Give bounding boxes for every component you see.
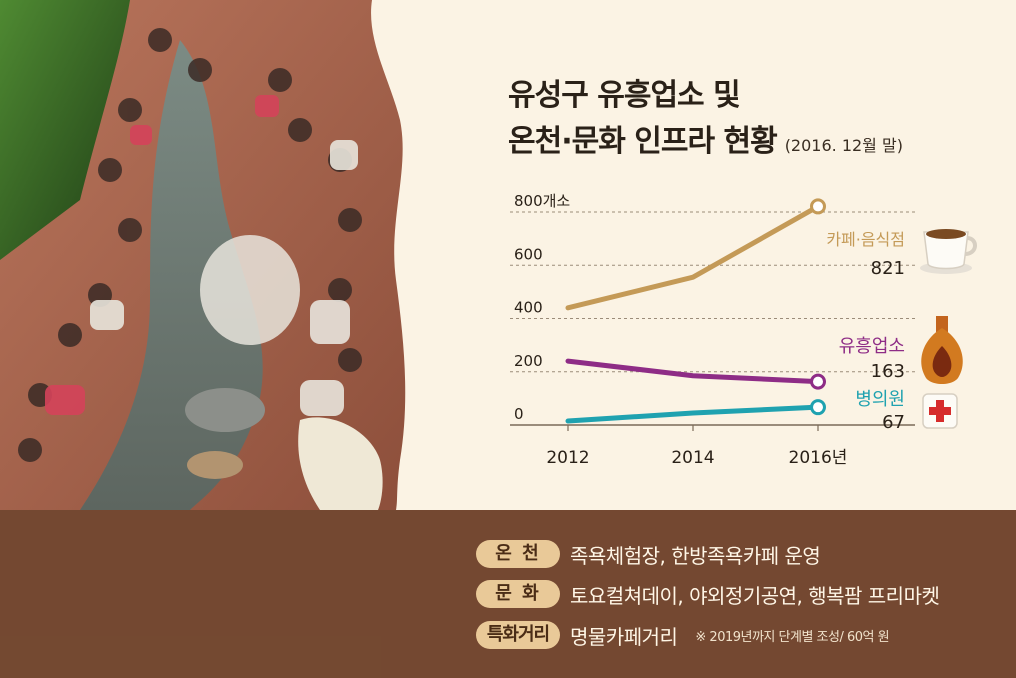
info-badge: 문 화	[476, 580, 560, 608]
date-note: (2016. 12월 말)	[784, 136, 903, 155]
series-end-point	[810, 373, 826, 390]
coffee-cup-icon	[920, 229, 977, 274]
y-tick-label: 600	[514, 245, 543, 263]
chart-grid	[510, 211, 915, 426]
series-line	[565, 404, 821, 424]
series-end-point	[810, 399, 826, 416]
y-axis-ticks: 0 200 400 600 800개소	[514, 192, 570, 423]
x-axis-ticks: 2012 2014 2016년	[546, 425, 847, 468]
y-tick-label: 0	[514, 405, 524, 423]
x-tick-label: 2012	[546, 448, 589, 468]
series-lines	[565, 198, 826, 424]
info-row-special-street: 특화거리 명물카페거리 ※ 2019년까지 단계별 조성/ 60억 원	[476, 620, 890, 650]
x-tick-label: 2014	[671, 448, 714, 468]
chart-title-text: 온천·문화 인프라 현황	[508, 124, 778, 159]
chart-title-line1: 유성구 유흥업소 및	[508, 78, 741, 113]
y-tick-label: 200	[514, 352, 543, 370]
x-tick-label: 2016년	[789, 448, 848, 468]
series-value-label: 163	[871, 361, 905, 382]
series-value-label: 67	[882, 412, 905, 433]
series-name-label: 카페·음식점	[826, 230, 905, 249]
series-value-label: 821	[871, 258, 905, 279]
series-line	[565, 358, 821, 385]
y-tick-label: 800개소	[514, 192, 570, 210]
info-row-hot-spring: 온 천 족욕체험장, 한방족욕카페 운영	[476, 539, 821, 569]
info-note: ※ 2019년까지 단계별 조성/ 60억 원	[695, 629, 890, 645]
y-tick-label: 400	[514, 299, 543, 317]
info-badge: 특화거리	[476, 621, 560, 649]
series-line	[565, 203, 821, 311]
chart-title-line2: 온천·문화 인프라 현황 (2016. 12월 말)	[508, 116, 903, 160]
info-row-culture: 문 화 토요컬쳐데이, 야외정기공연, 행복팜 프리마켓	[476, 579, 940, 609]
info-text: 족욕체험장, 한방족욕카페 운영	[570, 543, 821, 568]
info-badge: 온 천	[476, 540, 560, 568]
series-name-label: 병의원	[855, 389, 905, 410]
first-aid-cross-icon	[922, 393, 958, 429]
info-text: 토요컬쳐데이, 야외정기공연, 행복팜 프리마켓	[570, 583, 940, 608]
info-text: 명물카페거리	[570, 624, 678, 649]
liquor-bottle-icon	[921, 316, 963, 384]
series-end-point	[810, 198, 826, 215]
series-name-label: 유흥업소	[839, 336, 905, 357]
